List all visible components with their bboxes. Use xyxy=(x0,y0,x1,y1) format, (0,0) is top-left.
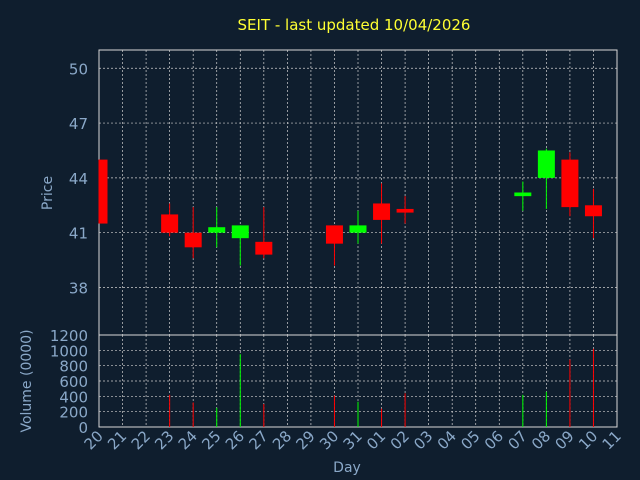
price-tick-label: 41 xyxy=(69,225,88,243)
x-tick-label: 26 xyxy=(222,427,248,453)
candle-body xyxy=(255,241,273,255)
x-tick-label: 05 xyxy=(457,427,483,453)
volume-tick-label: 800 xyxy=(59,358,88,376)
candle-body xyxy=(99,159,108,224)
volume-axis-label: Volume (0000) xyxy=(19,329,35,432)
candle-body xyxy=(161,214,179,233)
x-axis-label: Day xyxy=(333,460,361,476)
candle-body xyxy=(325,225,343,244)
candle-body xyxy=(184,232,202,248)
candle-body xyxy=(514,192,532,197)
x-tick-label: 21 xyxy=(104,427,130,453)
x-tick-label: 01 xyxy=(363,427,389,453)
candle-body xyxy=(373,203,391,220)
candle-body xyxy=(231,225,249,239)
x-tick-label: 22 xyxy=(128,427,154,453)
x-tick-label: 24 xyxy=(175,427,201,453)
candle-body xyxy=(584,205,602,217)
x-tick-label: 04 xyxy=(434,427,460,453)
x-tick-label: 10 xyxy=(575,427,601,453)
x-tick-label: 03 xyxy=(410,427,436,453)
x-tick-label: 08 xyxy=(528,427,554,453)
candle-body xyxy=(349,225,367,233)
x-tick-label: 11 xyxy=(599,427,625,453)
volume-tick-label: 400 xyxy=(59,388,88,406)
x-tick-label: 06 xyxy=(481,427,507,453)
price-tick-label: 47 xyxy=(69,115,88,133)
candle-body xyxy=(208,227,226,233)
volume-tick-label: 1000 xyxy=(50,342,88,360)
x-tick-label: 30 xyxy=(316,427,342,453)
price-tick-label: 38 xyxy=(69,280,88,298)
x-tick-label: 09 xyxy=(552,427,578,453)
price-tick-label: 44 xyxy=(69,170,88,188)
chart-title: SEIT - last updated 10/04/2026 xyxy=(238,16,471,34)
x-tick-label: 07 xyxy=(504,427,530,453)
price-tick-label: 50 xyxy=(69,60,88,78)
candle-body xyxy=(396,208,414,213)
volume-tick-label: 0 xyxy=(78,419,88,437)
x-tick-label: 29 xyxy=(293,427,319,453)
x-tick-label: 31 xyxy=(340,427,366,453)
x-tick-label: 02 xyxy=(387,427,413,453)
x-tick-label: 28 xyxy=(269,427,295,453)
volume-tick-label: 1200 xyxy=(50,327,88,345)
candle-body xyxy=(561,159,579,208)
volume-tick-label: 600 xyxy=(59,373,88,391)
x-tick-label: 25 xyxy=(198,427,224,453)
price-axis-label: Price xyxy=(40,176,56,210)
price-panel-frame xyxy=(98,49,618,336)
x-tick-label: 27 xyxy=(245,427,271,453)
candle-body xyxy=(537,150,555,178)
x-tick-label: 23 xyxy=(151,427,177,453)
volume-tick-label: 200 xyxy=(59,404,88,422)
